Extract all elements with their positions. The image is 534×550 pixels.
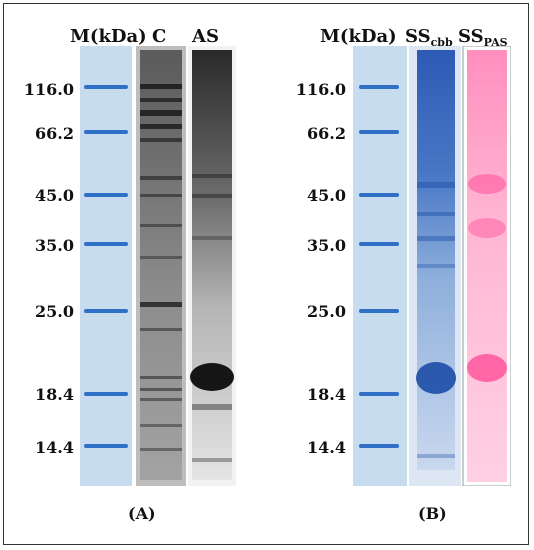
mw-label: 25.0 [307,302,346,321]
panel-b-marker-header: M(kDa) [320,26,397,47]
mw-label: 66.2 [35,124,74,143]
marker-bands [359,85,399,448]
cbb-subscript: cbb [430,36,453,49]
lane-c-smear [140,50,182,480]
marker-band [84,392,128,396]
mw-label: 45.0 [35,186,74,205]
marker-band [84,242,128,246]
mw-label: 25.0 [35,302,74,321]
panel-a-lane-c-header: C [152,26,167,47]
marker-band [84,444,128,448]
lane-cbb-bands [416,182,456,458]
mw-label: 66.2 [307,124,346,143]
mw-label: 14.4 [35,438,74,457]
mw-label: 18.4 [307,385,346,404]
marker-band [359,85,399,89]
panel-a-marker-header: M(kDa) [70,26,147,47]
marker-band [84,309,128,313]
marker-lane [80,46,132,486]
mw-label: 116.0 [295,80,346,99]
mw-label: 35.0 [307,236,346,255]
marker-lane [353,46,407,486]
lane-pas-major-band [467,354,507,382]
mw-label: 35.0 [35,236,74,255]
figure-frame [3,3,529,545]
ss-label: SS [458,26,484,47]
marker-band [84,130,128,134]
marker-band [359,392,399,396]
marker-band [359,193,399,197]
lane-pas-smear [467,50,507,482]
panel-b-lane-cbb-header: SScbb [405,26,453,49]
ss-label: SS [405,26,431,47]
panel-b-gel-image [353,46,511,486]
panel-a-gel-image [80,46,236,486]
panel-a-tag: (A) [128,504,156,523]
marker-band [359,130,399,134]
lane-as-bands [190,174,234,462]
marker-band [359,242,399,246]
lane-pas-bands [467,174,507,382]
lane-cbb-smear [417,50,455,470]
lane-as-major-band [190,363,234,391]
marker-band [359,309,399,313]
marker-band [84,193,128,197]
marker-band [359,444,399,448]
mw-label: 14.4 [307,438,346,457]
lane-c-bands [140,84,182,451]
marker-bands [84,85,128,448]
mw-label: 18.4 [35,385,74,404]
mw-label: 116.0 [23,80,74,99]
lane-cbb-major-band [416,362,456,394]
lane-as-smear [192,50,232,480]
panel-b-tag: (B) [418,504,447,523]
marker-band [84,85,128,89]
mw-label: 45.0 [307,186,346,205]
panel-a-lane-as-header: AS [192,26,219,47]
